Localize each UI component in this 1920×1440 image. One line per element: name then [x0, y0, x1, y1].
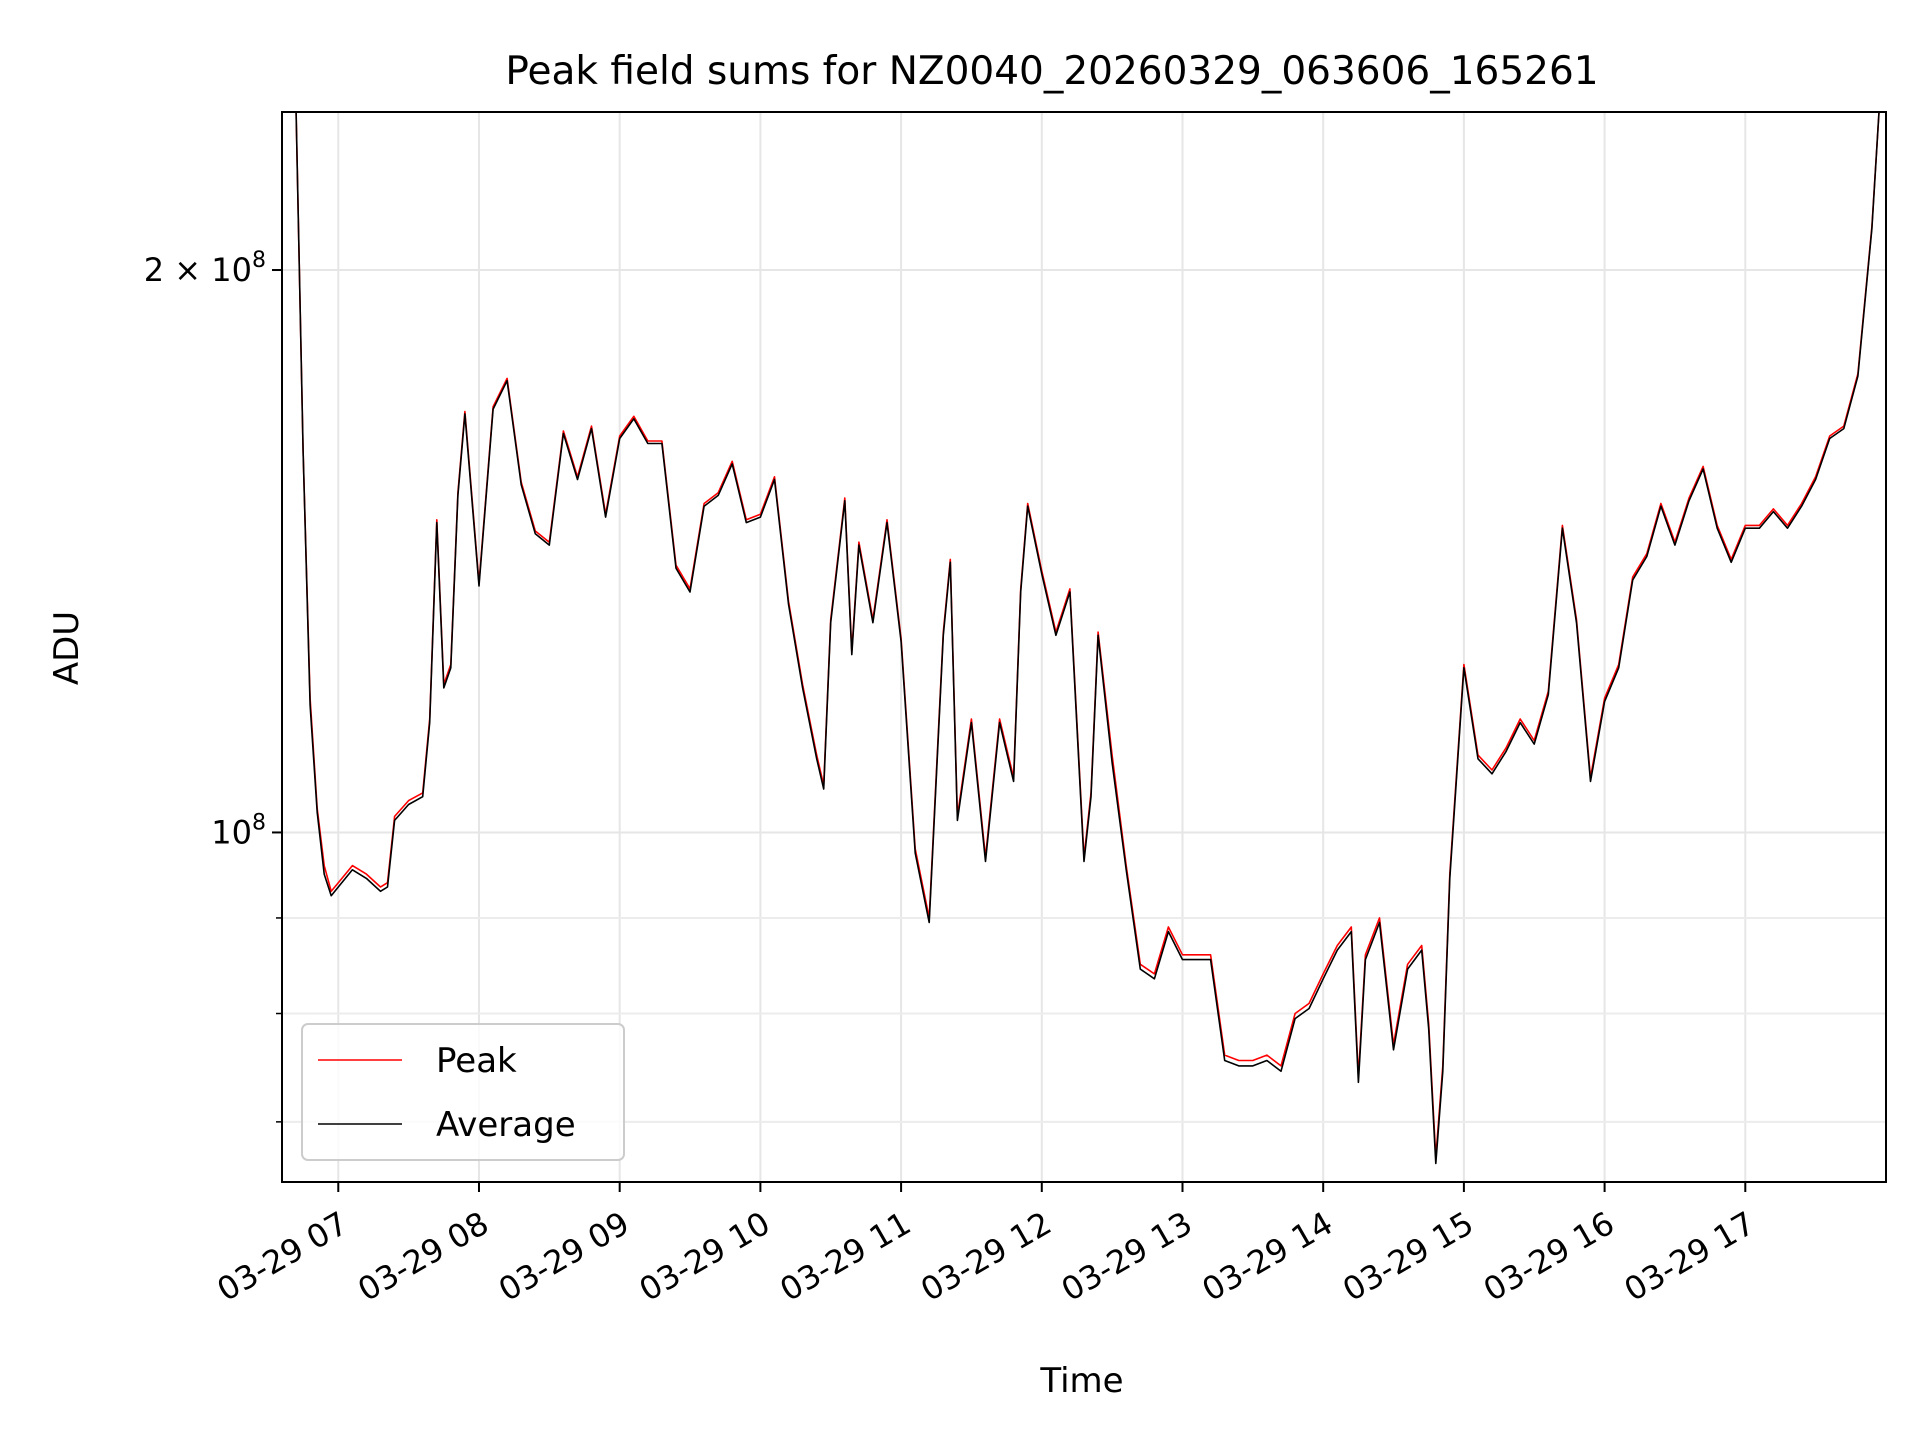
x-tick-label: 03-29 17	[1618, 1204, 1762, 1309]
series-line-average	[282, 111, 1880, 1165]
x-tick-label: 03-29 13	[1055, 1204, 1199, 1309]
y-axis-ticks: 108 2 × 108	[144, 248, 282, 1123]
x-tick-label: 03-29 08	[351, 1204, 495, 1309]
x-tick-label: 03-29 11	[773, 1204, 917, 1309]
y-axis-label: ADU	[47, 611, 87, 685]
y-tick-label: 2 × 108	[144, 248, 266, 289]
series-line-peak	[282, 111, 1880, 1159]
x-tick-label: 03-29 16	[1477, 1204, 1621, 1309]
legend-average-label: Average	[436, 1105, 576, 1145]
legend-peak-label: Peak	[436, 1041, 517, 1081]
x-tick-label: 03-29 14	[1196, 1204, 1340, 1309]
x-tick-label: 03-29 10	[633, 1204, 777, 1309]
series-layer	[282, 111, 1880, 1165]
x-tick-label: 03-29 09	[492, 1204, 636, 1309]
chart-title: Peak field sums for NZ0040_20260329_0636…	[505, 49, 1598, 94]
grid	[282, 112, 1886, 1182]
y-tick-label: 108	[211, 810, 266, 851]
legend: Peak Average	[301, 1023, 625, 1161]
legend-box	[301, 1023, 625, 1161]
x-tick-label: 03-29 07	[211, 1204, 355, 1309]
plot-frame	[281, 111, 1887, 1183]
x-tick-label: 03-29 12	[914, 1204, 1058, 1309]
x-axis-label: Time	[1039, 1361, 1123, 1401]
x-tick-label: 03-29 15	[1336, 1204, 1480, 1309]
